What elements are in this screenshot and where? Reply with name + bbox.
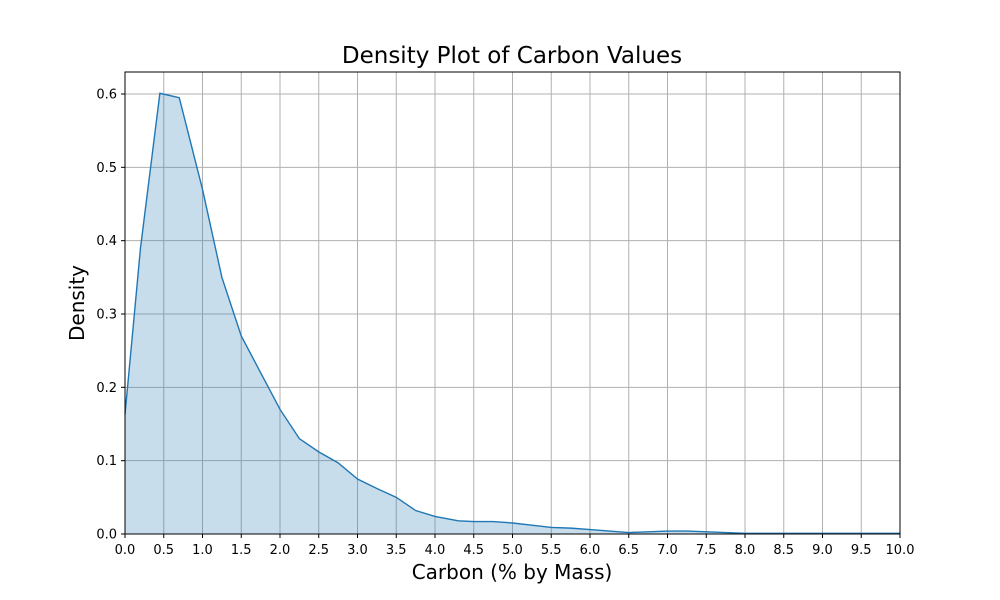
- x-tick-label: 2.5: [308, 543, 329, 558]
- y-tick-label: 0.6: [96, 88, 117, 103]
- y-tick-label: 0.4: [96, 234, 117, 249]
- x-tick-label: 6.0: [580, 543, 601, 558]
- y-axis-ticks: 0.0 0.1 0.2 0.3 0.4 0.5 0.6: [96, 88, 125, 543]
- y-tick-label: 0.5: [96, 161, 117, 176]
- y-tick-label: 0.3: [96, 308, 117, 323]
- chart-title: Density Plot of Carbon Values: [342, 43, 682, 69]
- x-tick-label: 5.0: [502, 543, 523, 558]
- y-tick-label: 0.2: [96, 381, 117, 396]
- x-tick-label: 0.0: [115, 543, 136, 558]
- y-tick-label: 0.1: [96, 454, 117, 469]
- x-tick-label: 3.5: [386, 543, 407, 558]
- x-tick-label: 8.5: [773, 543, 794, 558]
- x-tick-label: 0.5: [153, 543, 174, 558]
- density-area-fill: [125, 93, 900, 535]
- x-tick-label: 4.5: [463, 543, 484, 558]
- x-axis-label: Carbon (% by Mass): [412, 560, 613, 584]
- x-tick-label: 1.5: [231, 543, 252, 558]
- x-tick-label: 4.0: [425, 543, 446, 558]
- x-tick-label: 5.5: [541, 543, 562, 558]
- x-tick-label: 10.0: [886, 543, 915, 558]
- x-tick-label: 9.0: [812, 543, 833, 558]
- x-axis-ticks: 0.0 0.5 1.0 1.5 2.0 2.5 3.0 3.5 4.0 4.5 5.0 5.5 6.0 6…: [115, 534, 915, 558]
- y-tick-label: 0.0: [96, 528, 117, 543]
- x-tick-label: 7.0: [657, 543, 678, 558]
- x-tick-label: 9.5: [851, 543, 872, 558]
- x-tick-label: 1.0: [192, 543, 213, 558]
- x-tick-label: 7.5: [696, 543, 717, 558]
- x-tick-label: 8.0: [735, 543, 756, 558]
- x-tick-label: 3.0: [347, 543, 368, 558]
- density-line: [124, 92, 900, 534]
- y-axis-label: Density: [65, 265, 89, 341]
- x-tick-label: 6.5: [618, 543, 639, 558]
- grid-lines: [124, 72, 901, 535]
- x-tick-label: 2.0: [270, 543, 291, 558]
